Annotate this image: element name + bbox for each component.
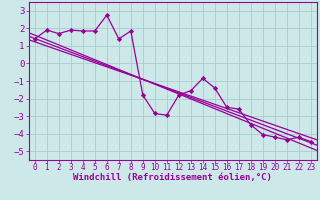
X-axis label: Windchill (Refroidissement éolien,°C): Windchill (Refroidissement éolien,°C) (73, 173, 272, 182)
